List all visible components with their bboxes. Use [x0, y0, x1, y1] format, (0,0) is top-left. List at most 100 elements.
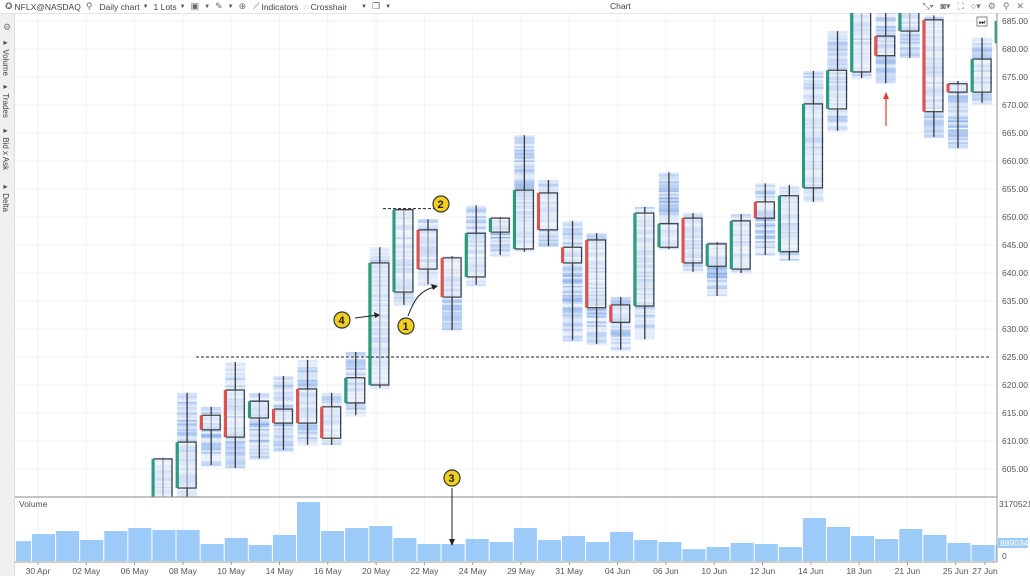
- candle: [585, 233, 607, 345]
- date-axis[interactable]: 30 Apr 02 May 06 May 08 May 10 May 14 May 16 M…: [26, 562, 998, 576]
- candle: [368, 247, 390, 388]
- candle-down-stripe: [922, 19, 926, 112]
- candle-body: [153, 458, 173, 497]
- cluster-level: [996, 38, 997, 41]
- cluster-level: [852, 4, 872, 6]
- candle-body: [924, 19, 944, 113]
- date-label: 31 May: [555, 566, 584, 576]
- candle: [271, 376, 294, 450]
- volume-bar: [417, 544, 441, 561]
- symbol-label: NFLX@NASDAQ: [14, 1, 81, 12]
- cluster-level: [153, 505, 173, 507]
- chevron-down-icon: ▼: [361, 3, 367, 10]
- cluster-level: [852, 9, 872, 11]
- circle-icon[interactable]: ○▾: [970, 1, 981, 11]
- volume-bar: [754, 544, 778, 561]
- lots-dropdown[interactable]: 1 Lots ▼: [154, 2, 186, 12]
- template-dropdown[interactable]: ▣ ▼: [191, 1, 210, 12]
- sidebar-item-bid-ask[interactable]: ▸ Bid x Ask: [1, 126, 10, 171]
- cluster-level: [996, 31, 997, 34]
- candle-body: [418, 229, 438, 270]
- search-button[interactable]: ⚲: [86, 1, 95, 12]
- annotation-marker-2: 2: [432, 195, 450, 213]
- camera-icon[interactable]: ◙▾: [940, 1, 951, 11]
- candle: [657, 172, 679, 249]
- candle-up-stripe: [705, 243, 709, 267]
- volume-bar: [200, 544, 224, 561]
- fullscreen-icon[interactable]: ⛶: [957, 1, 964, 11]
- gear-icon[interactable]: ⚙: [3, 22, 12, 32]
- window-dropdown[interactable]: ❐ ▼: [372, 1, 391, 12]
- cluster-level: [900, 0, 920, 2]
- volume-bar: [851, 536, 875, 561]
- volume-bar: [730, 542, 754, 561]
- scroll-to-end-button[interactable]: [976, 16, 988, 27]
- symbol-selector[interactable]: ✪ NFLX@NASDAQ: [5, 1, 81, 12]
- indicators-button[interactable]: ⟋ Indicators: [253, 1, 298, 12]
- candle: [247, 392, 269, 459]
- candle: [898, 13, 920, 58]
- crosshair-dropdown[interactable]: ◌ Crosshair ▼: [303, 2, 367, 12]
- candle: [705, 242, 727, 296]
- cluster-level: [827, 130, 848, 132]
- candle-body: [322, 406, 342, 439]
- price-label: 655.00: [1002, 184, 1028, 194]
- cluster-level: [852, 11, 872, 13]
- sidebar-item-trades[interactable]: ▸ Trades: [1, 82, 10, 118]
- date-label: 22 May: [410, 566, 439, 576]
- cluster-level: [345, 414, 366, 417]
- price-axis[interactable]: 685.00 680.00 675.00 670.00 665.00 660.00 655.…: [1002, 16, 1028, 474]
- candle: [223, 362, 245, 468]
- candle: [946, 80, 968, 149]
- toolbar-right: ⤡▾ ◙▾ ⛶ ○▾ ⚙ ⚲ ✕: [923, 0, 1024, 13]
- volume-bar: [321, 531, 345, 561]
- date-label: 02 May: [72, 566, 101, 576]
- cluster-level: [996, 26, 997, 28]
- candle: [440, 256, 462, 331]
- close-icon[interactable]: ✕: [1016, 1, 1024, 11]
- sidebar-item-volume[interactable]: ▸ Volume: [1, 38, 10, 76]
- cluster-level: [996, 28, 997, 30]
- candle-down-stripe: [296, 388, 300, 424]
- sidebar-item-delta[interactable]: ▸ Delta: [1, 182, 10, 212]
- volume-bar: [923, 534, 947, 561]
- line-chart-icon: ⟋: [253, 1, 260, 11]
- volume-bar: [176, 529, 200, 561]
- cluster-level: [900, 6, 920, 8]
- cluster-level: [466, 284, 487, 287]
- volume-bar: [778, 547, 802, 561]
- cluster-level: [996, 40, 997, 43]
- volume-bar: [80, 539, 104, 561]
- volume-bar: [296, 502, 321, 561]
- cluster-level: [852, 2, 872, 4]
- candle-body: [201, 414, 221, 431]
- drawing-tools-dropdown[interactable]: ✎ ▼: [215, 1, 234, 12]
- candle: [681, 213, 703, 272]
- pin-icon[interactable]: ⚲: [1002, 1, 1010, 11]
- timeframe-dropdown[interactable]: Daily chart ▼: [99, 2, 148, 12]
- volume-bar: [465, 539, 489, 561]
- cluster-level: [996, 37, 997, 39]
- candle-up-stripe: [392, 209, 396, 293]
- candle: [561, 220, 583, 341]
- volume-bar: [56, 531, 80, 561]
- collapse-icon[interactable]: ⤡▾: [922, 1, 934, 11]
- volume-bar: [16, 541, 31, 561]
- timeframe-label: Daily chart: [99, 1, 140, 12]
- volume-bar: [826, 526, 851, 561]
- candle-up-stripe: [151, 458, 155, 497]
- candle-body: [273, 408, 294, 424]
- candle-body: [707, 243, 727, 267]
- toolbar: ✪ NFLX@NASDAQ ⚲ Daily chart ▼ 1 Lots ▼ ▣ ▼ ✎…: [0, 0, 1030, 14]
- zoom-button[interactable]: ⊕: [239, 1, 249, 12]
- skip-end-icon[interactable]: ⏭: [979, 20, 986, 27]
- candle-up-stripe: [777, 195, 781, 252]
- candle: [320, 392, 342, 445]
- crosshair-icon: ◌: [303, 1, 309, 12]
- sidebar-item-label: Trades: [1, 93, 10, 118]
- volume-bar: [875, 539, 899, 561]
- window-title: Chart: [610, 1, 631, 11]
- candle: [633, 206, 655, 340]
- gear-icon[interactable]: ⚙: [987, 1, 996, 11]
